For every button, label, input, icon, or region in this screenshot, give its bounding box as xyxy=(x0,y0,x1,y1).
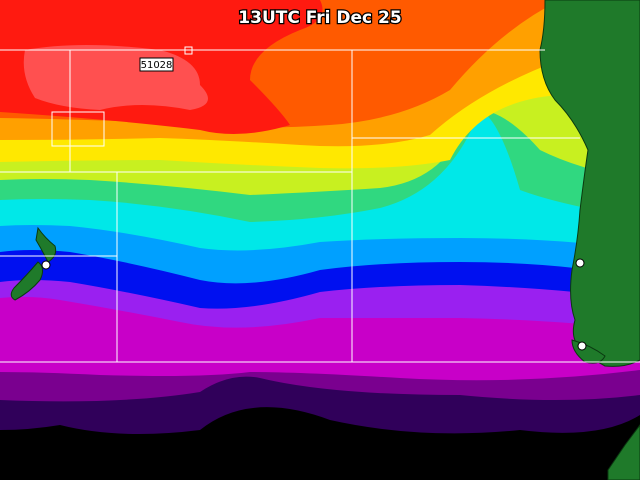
antarctic-land xyxy=(607,424,640,480)
map-title: 13UTC Fri Dec 25 xyxy=(238,8,401,28)
label-box xyxy=(139,57,174,72)
new-zealand-south xyxy=(10,261,44,301)
grid-lines xyxy=(0,46,640,363)
station-id: 51028 xyxy=(141,60,173,71)
city-marker xyxy=(41,260,51,270)
station-marker xyxy=(184,46,193,55)
grid-box xyxy=(51,111,105,147)
grid-line xyxy=(0,49,640,363)
city-marker xyxy=(577,341,587,351)
city-marker xyxy=(575,258,585,268)
station-label: 51028 xyxy=(139,57,174,72)
